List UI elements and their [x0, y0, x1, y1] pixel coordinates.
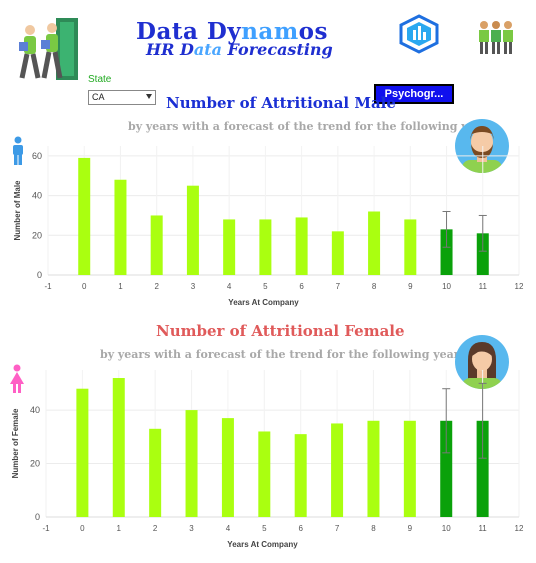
actual-bar [150, 215, 163, 275]
brand-subtitle-part: HR D [146, 40, 194, 59]
actual-bar [258, 431, 271, 517]
psychographics-button[interactable]: Psychogr... [374, 84, 454, 104]
workers-walking-icon [19, 18, 78, 80]
brand-title: Data Dynamos [136, 18, 386, 45]
x-tick-label: 6 [299, 282, 304, 291]
y-tick-label: 20 [32, 230, 42, 240]
y-tick-label: 60 [32, 151, 42, 161]
brand-subtitle-part: ata [193, 40, 222, 59]
y-axis-title: Number of Male [13, 180, 22, 241]
actual-bar [221, 418, 234, 517]
y-tick-label: 0 [37, 270, 42, 280]
x-tick-label: 0 [82, 282, 87, 291]
forecast-bar [476, 420, 489, 517]
male-avatar-icon [455, 119, 509, 173]
female-avatar-icon [455, 335, 509, 389]
actual-bar [403, 420, 416, 517]
actual-bar [294, 434, 307, 517]
actual-bar [404, 219, 417, 275]
male-person-icon [13, 136, 23, 165]
actual-bar [295, 217, 308, 275]
team-people-icon [479, 21, 513, 54]
x-tick-label: 3 [191, 282, 196, 291]
x-tick-label: 10 [442, 282, 451, 291]
state-filter-label: State [88, 74, 112, 85]
x-tick-label: 2 [153, 524, 158, 533]
actual-bar [331, 423, 344, 517]
actual-bar [185, 410, 198, 517]
x-tick-label: 4 [227, 282, 232, 291]
actual-bar [76, 388, 89, 517]
actual-bar [149, 428, 162, 517]
female-person-icon [10, 364, 24, 393]
x-tick-label: 6 [298, 524, 303, 533]
x-tick-label: 4 [226, 524, 231, 533]
x-tick-label: 10 [442, 524, 451, 533]
chevron-down-icon[interactable] [146, 94, 152, 99]
female-chart-subtitle: by years with a forecast of the trend fo… [100, 348, 460, 361]
forecast-bar [476, 233, 489, 275]
x-axis-title: Years At Company [227, 540, 298, 549]
x-tick-label: 7 [336, 282, 341, 291]
x-tick-label: 12 [515, 524, 524, 533]
male-chart-subtitle: by years with a forecast of the trend fo… [128, 120, 488, 133]
state-dropdown[interactable]: CA [88, 90, 156, 105]
actual-bar [368, 211, 381, 275]
actual-bar [223, 219, 236, 275]
x-tick-label: 8 [371, 524, 376, 533]
actual-bar [78, 157, 91, 275]
actual-bar [112, 378, 125, 517]
x-tick-label: 1 [117, 524, 122, 533]
y-tick-label: 40 [32, 191, 42, 201]
state-dropdown-value: CA [92, 92, 105, 102]
actual-bar [367, 420, 380, 517]
x-tick-label: 9 [408, 282, 413, 291]
actual-bar [186, 185, 199, 275]
x-tick-label: 3 [189, 524, 194, 533]
forecast-bar [440, 229, 453, 275]
x-tick-label: 0 [80, 524, 85, 533]
x-tick-label: 8 [372, 282, 377, 291]
x-tick-label: 5 [263, 282, 268, 291]
x-tick-label: 1 [118, 282, 123, 291]
female-chart-title: Number of Attritional Female [156, 322, 405, 340]
y-tick-label: 0 [35, 512, 40, 522]
actual-bar [114, 179, 127, 275]
brand-subtitle-part: Forecasting [221, 40, 333, 59]
y-tick-label: 20 [30, 459, 40, 469]
forecast-bar [440, 420, 453, 517]
x-tick-label: -1 [44, 282, 52, 291]
brand-title-part: os [298, 18, 328, 45]
brand-title-part: Data Dy [136, 18, 242, 45]
y-tick-label: 40 [30, 405, 40, 415]
data-dynamos-logo-icon [399, 14, 439, 54]
y-axis-title: Number of Female [11, 408, 20, 478]
x-tick-label: 11 [479, 282, 488, 291]
x-tick-label: 11 [478, 524, 487, 533]
actual-bar [331, 231, 344, 275]
brand-title-part: nam [241, 18, 299, 45]
brand-subtitle: HR Data Forecasting [146, 40, 333, 59]
x-tick-label: -1 [42, 524, 50, 533]
x-tick-label: 7 [335, 524, 340, 533]
x-tick-label: 12 [515, 282, 524, 291]
actual-bar [259, 219, 272, 275]
x-tick-label: 5 [262, 524, 267, 533]
x-tick-label: 2 [154, 282, 159, 291]
x-tick-label: 9 [408, 524, 413, 533]
x-axis-title: Years At Company [228, 298, 299, 307]
male-chart-title: Number of Attritional Male [166, 94, 396, 112]
